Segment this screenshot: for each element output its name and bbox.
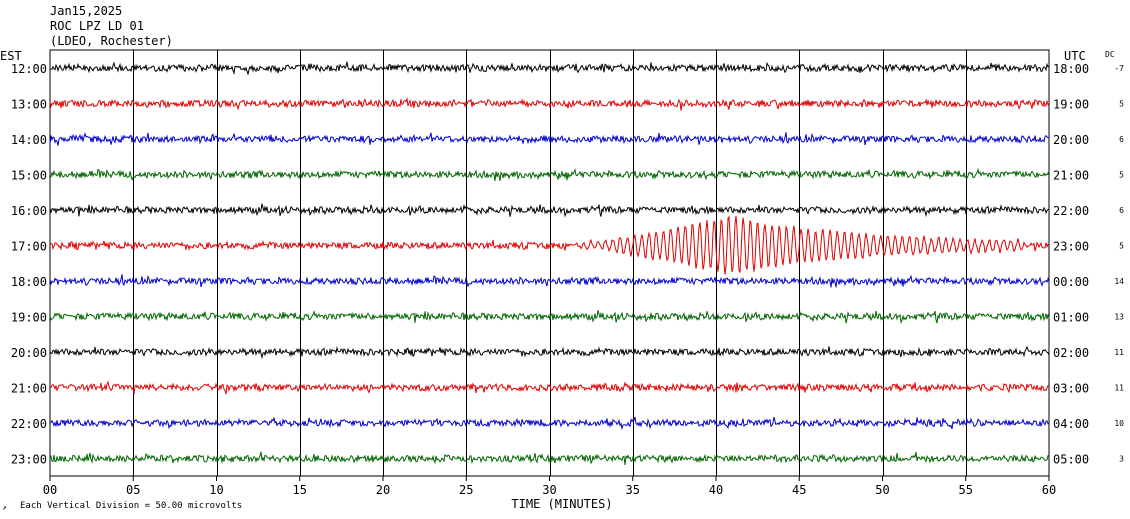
x-tick-label: 50 [875,483,889,497]
x-tick-label: 10 [209,483,223,497]
dc-value: 14 [1114,277,1124,286]
trace-line [49,168,1050,181]
trace-line [49,274,1050,288]
est-label: 23:00 [11,453,47,467]
dc-header: DC [1105,50,1115,59]
trace-line [49,132,1049,146]
dc-value: 5 [1119,242,1124,251]
dc-value: 5 [1119,100,1124,109]
trace-line [50,416,1050,431]
dc-value: 5 [1119,171,1124,180]
utc-label: 19:00 [1053,98,1089,112]
est-label: 13:00 [11,98,47,112]
trace-line [49,215,1050,275]
x-axis-title: TIME (MINUTES) [511,497,612,511]
est-label: 21:00 [11,382,47,396]
utc-label: 22:00 [1053,204,1089,218]
header-station: ROC LPZ LD 01 [50,19,144,33]
scale-note: Each Vertical Division = 50.00 microvolt… [20,501,242,511]
utc-label: 23:00 [1053,240,1089,254]
dc-value: 10 [1114,419,1124,428]
dc-value: 13 [1114,313,1124,322]
utc-label: 03:00 [1053,382,1089,396]
trace-line [49,96,1050,111]
trace-line [49,203,1050,218]
labels: 12:00 18:00 -7 13:00 19:00 5 14:00 20:00 6 15:00 2… [0,49,1124,467]
est-label: 12:00 [11,62,47,76]
utc-axis-label: UTC [1064,49,1086,63]
utc-label: 20:00 [1053,133,1089,147]
x-tick-label: 35 [626,483,640,497]
x-tick-label: 45 [792,483,806,497]
x-tick-label: 40 [709,483,723,497]
x-tick-label: 20 [376,483,390,497]
utc-label: 21:00 [1053,169,1089,183]
header-date: Jan15,2025 [50,4,123,18]
utc-label: 00:00 [1053,275,1089,289]
x-tick-label: 55 [959,483,973,497]
x-tick-label: 25 [459,483,473,497]
dc-value: -7 [1114,64,1124,73]
est-label: 18:00 [11,275,47,289]
trace-line [49,61,1050,76]
est-label: 19:00 [11,311,47,325]
dc-value: 11 [1114,384,1124,393]
est-label: 17:00 [11,240,47,254]
est-label: 14:00 [11,133,47,147]
header-network: (LDEO, Rochester) [50,34,173,48]
utc-label: 02:00 [1053,346,1089,360]
grid [49,49,1050,477]
x-tick-label: 05 [126,483,140,497]
est-label: 16:00 [11,204,47,218]
utc-label: 18:00 [1053,62,1089,76]
est-label: 15:00 [11,169,47,183]
est-label: 22:00 [11,417,47,431]
x-tick-label: 15 [293,483,307,497]
est-axis-label: EST [0,49,22,63]
trace-line [49,380,1050,395]
x-tick-label: 30 [542,483,556,497]
dc-value: 11 [1114,348,1124,357]
x-tick-label: 00 [43,483,57,497]
trace-line [49,345,1050,360]
x-axis: 00 05 10 15 20 25 30 35 40 45 50 55 60 TIME (MINUTES)… [2,476,1056,512]
dc-value: 3 [1119,455,1124,464]
corner-icon: ↗ [2,503,7,512]
dc-value: 6 [1119,206,1124,215]
utc-label: 01:00 [1053,311,1089,325]
utc-label: 04:00 [1053,417,1089,431]
trace-line [49,310,1050,325]
utc-label: 05:00 [1053,453,1089,467]
trace-line [49,451,1050,465]
est-label: 20:00 [11,346,47,360]
plot-frame [49,49,1050,477]
x-tick-label: 60 [1042,483,1056,497]
dc-value: 6 [1119,135,1124,144]
traces [49,61,1050,465]
